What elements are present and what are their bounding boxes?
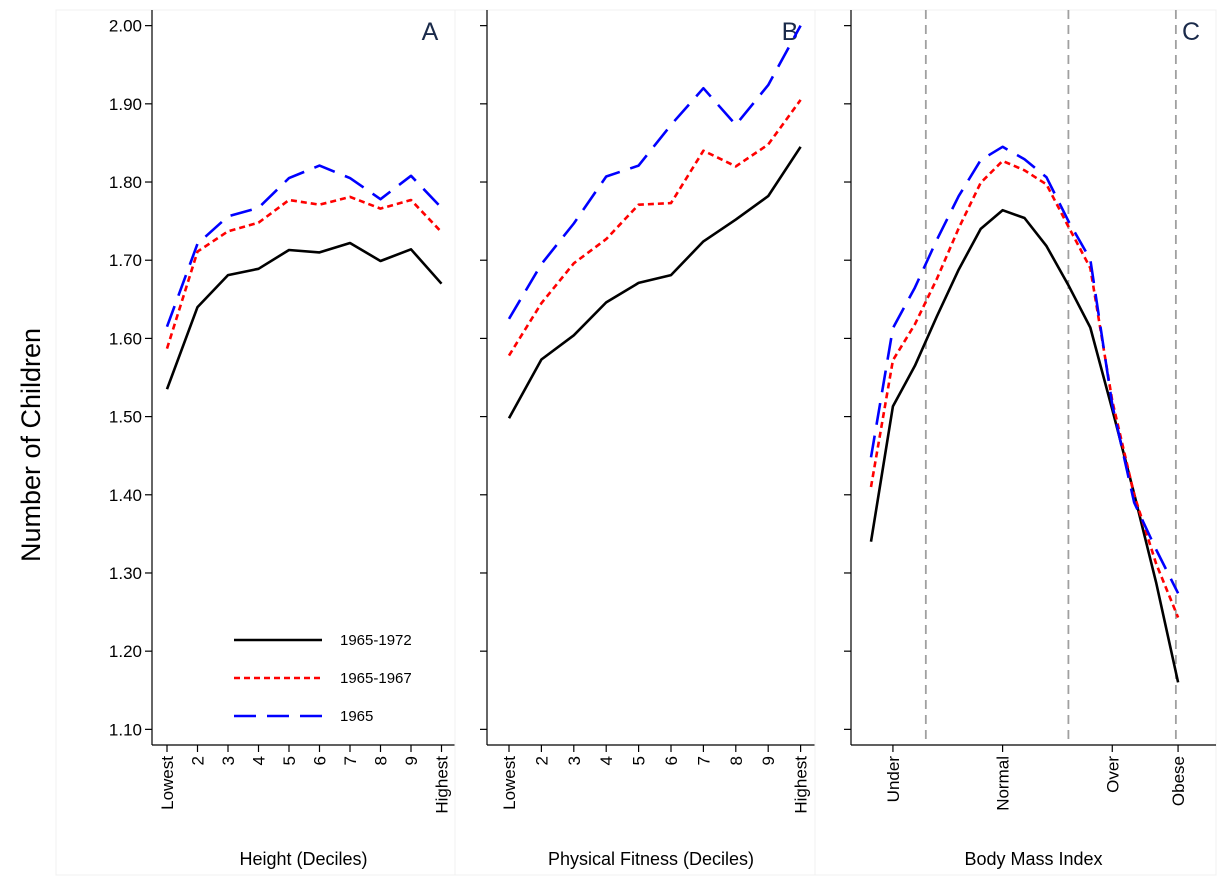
panel-A: 1.10 1.20 1.30 1.40 1.50 1.60 1.70 1.80 1.90 2.00…	[55, 9, 456, 876]
x-tick-label: 3	[565, 756, 584, 765]
series-line-1965	[165, 164, 443, 328]
x-axis-title: Height (Deciles)	[239, 849, 367, 869]
x-tick-label: 5	[630, 756, 649, 765]
y-tick-label: 1.60	[109, 329, 142, 348]
y-axis-title: Number of Children	[16, 328, 46, 562]
y-tick-label: 1.10	[109, 720, 142, 739]
x-tick-label: 5	[280, 756, 299, 765]
y-tick-label: 1.30	[109, 564, 142, 583]
y-tick-label: 1.50	[109, 408, 142, 427]
x-tick-label: Lowest	[500, 756, 519, 810]
x-tick-label: Obese	[1169, 756, 1188, 806]
series-line-1965-1972	[507, 146, 802, 419]
x-tick-label: Normal	[994, 756, 1013, 811]
y-tick-label: 2.00	[109, 17, 142, 36]
x-tick-label: 9	[402, 756, 421, 765]
x-tick-label: Highest	[433, 756, 452, 814]
x-tick-label: 2	[532, 756, 551, 765]
x-tick-label: 8	[372, 756, 391, 765]
panels: 1.10 1.20 1.30 1.40 1.50 1.60 1.70 1.80 1.90 2.00…	[55, 9, 1217, 876]
y-tick-label: 1.70	[109, 251, 142, 270]
x-tick-label: 4	[597, 756, 616, 765]
legend-label: 1965	[340, 708, 373, 725]
x-tick-label: 2	[189, 756, 208, 765]
panel-letter: C	[1182, 18, 1200, 46]
series-line-1965	[869, 145, 1180, 594]
x-tick-label: 7	[694, 756, 713, 765]
x-tick-label: 7	[341, 756, 360, 765]
x-tick-label: 6	[311, 756, 330, 765]
series-line-1965	[507, 24, 802, 320]
series-line-1965-1972	[165, 241, 443, 390]
panel-letter: B	[782, 18, 799, 46]
panel-C: C Body Mass Index Under Normal Over Obese	[814, 9, 1217, 876]
x-tick-label: Highest	[792, 756, 811, 814]
panel-frame	[814, 9, 1217, 876]
x-tick-label: 9	[759, 756, 778, 765]
series-line-1965-1967	[507, 99, 802, 357]
panel-B: B Physical Fitness (Deciles) Lowest 2 3 4 5 6 7 8…	[454, 9, 816, 876]
x-tick-label: 8	[727, 756, 746, 765]
x-axis-title: Body Mass Index	[964, 849, 1102, 869]
x-tick-label: 6	[662, 756, 681, 765]
x-axis-title: Physical Fitness (Deciles)	[548, 849, 754, 869]
y-tick-label: 1.80	[109, 173, 142, 192]
x-tick-label: Under	[884, 756, 903, 803]
legend: 1965-1972 1965-1967 1965	[234, 632, 412, 725]
x-tick-label: 3	[219, 756, 238, 765]
x-tick-label: 4	[250, 756, 269, 765]
y-tick-label: 1.40	[109, 486, 142, 505]
x-tick-label: Lowest	[158, 756, 177, 810]
y-tick-label: 1.20	[109, 642, 142, 661]
legend-label: 1965-1972	[340, 632, 412, 649]
y-tick-label: 1.90	[109, 95, 142, 114]
x-tick-label: Over	[1103, 756, 1122, 793]
panel-letter: A	[422, 18, 439, 46]
legend-label: 1965-1967	[340, 670, 412, 687]
series-line-1965-1967	[869, 159, 1180, 618]
series-line-1965-1967	[165, 195, 443, 349]
